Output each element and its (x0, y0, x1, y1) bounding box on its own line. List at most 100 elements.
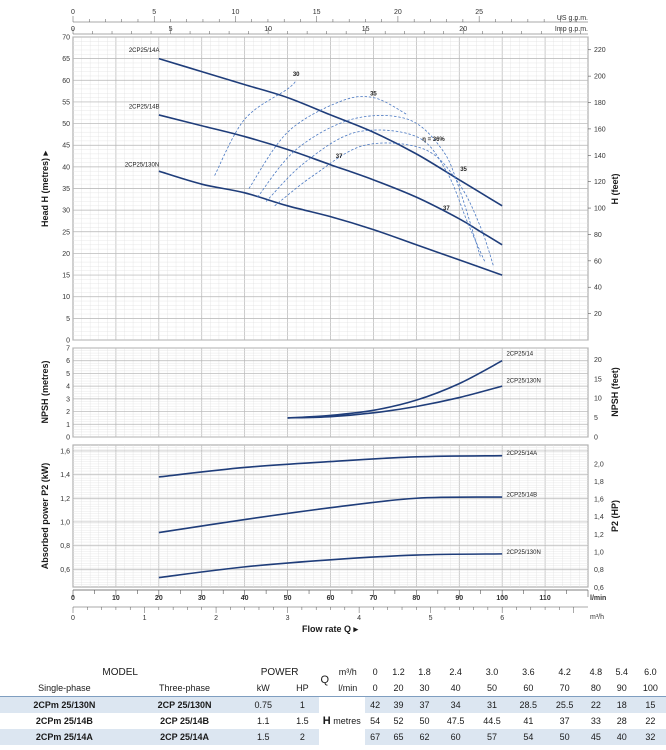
h-unit-cell: H metres (318, 696, 365, 745)
x-tick-label-lmin: 50 (284, 595, 292, 602)
h-cell: 25.5 (546, 696, 583, 713)
kw-header: kW (256, 683, 270, 693)
x-unit-m3h: m³/h (590, 614, 604, 621)
top-tick-label-us: 15 (313, 9, 321, 16)
top-tick-label-imp: 0 (71, 26, 75, 33)
y-right-tick-label: 180 (594, 100, 606, 107)
h-unit: metres (333, 716, 361, 726)
curve-label-p2-130n: 2CP25/130N (506, 550, 540, 556)
efficiency-label: 35 (460, 167, 467, 173)
top-tick-label-us: 0 (71, 9, 75, 16)
top-tick-label-imp: 20 (459, 26, 467, 33)
series-line-2cp25-130n (158, 170, 503, 276)
x-tick-label-m3h: 3 (286, 615, 290, 622)
x-tick-label-m3h: 2 (214, 615, 218, 622)
x-tick-label-lmin: 10 (112, 595, 120, 602)
y-tick-label: 1,0 (60, 519, 70, 526)
q-lmin-cell: 100 (642, 683, 658, 693)
y-right-tick-label: 0 (594, 435, 598, 442)
x-tick-label-m3h: 4 (357, 615, 361, 622)
x-tick-label-lmin: 70 (370, 595, 378, 602)
q-lmin-cell: 80 (590, 683, 601, 693)
y-tick-label: 1 (66, 422, 70, 429)
top-tick-label-us: 5 (152, 9, 156, 16)
top-tick-label-us: 25 (475, 9, 483, 16)
x-tick-label-lmin: 40 (241, 595, 249, 602)
grid-layer (72, 36, 589, 588)
single-phase-header: Single-phase (38, 683, 91, 693)
q-m3h-cell: 0 (372, 667, 378, 677)
y-tick-label: 65 (62, 56, 70, 63)
efficiency-label: 37 (443, 206, 450, 212)
kw-value: 1.1 (240, 713, 287, 729)
y-tick-label: 60 (62, 78, 70, 85)
y-tick-label: 5 (66, 371, 70, 378)
top-tick-label-us: 20 (394, 9, 402, 16)
q-lmin-cell: 50 (486, 683, 497, 693)
curve-label-14b: 2CP25/14B (129, 104, 160, 110)
y-right-tick-label: 220 (594, 47, 606, 54)
h-cell: 39 (385, 696, 412, 713)
table-row: 2CPm 25/130N 2CP 25/130N 0.75 1 H metres… (0, 696, 666, 745)
h-cell: 32 (634, 729, 666, 745)
q-lmin-cell: 70 (559, 683, 570, 693)
q-m3h-cell: 6.0 (644, 667, 657, 677)
y-tick-label: 0 (66, 435, 70, 442)
y-axis-title: NPSH (metres) (40, 360, 50, 423)
y-right-tick-label: 15 (594, 376, 602, 383)
y-tick-label: 30 (62, 208, 70, 215)
single-phase-model: 2CPm 25/14B (0, 713, 129, 729)
q-header: Q (320, 674, 330, 686)
y-tick-label: 1,4 (60, 472, 70, 479)
performance-table: MODEL POWER Q m³/h 0 1.2 1.8 2.4 3.0 3.6… (0, 664, 666, 745)
q-m3h-cell: 4.8 (589, 667, 603, 677)
q-lmin-cell: 0 (372, 683, 378, 693)
y-right-tick-label: 1,2 (594, 532, 604, 539)
h-cell: 52 (385, 713, 412, 729)
y-tick-label: 0 (66, 338, 70, 345)
y-right-tick-label: 0,8 (594, 567, 604, 574)
series-line-2cp25-14a (158, 57, 503, 207)
x-unit-lmin: l/min (590, 595, 606, 602)
top-axis-label-us: US g.p.m. (557, 15, 588, 22)
h-cell: 18 (608, 696, 635, 713)
x-tick-label-lmin: 20 (155, 595, 163, 602)
efficiency-line (257, 115, 482, 258)
y-axis-title: NPSH (feet) (610, 367, 620, 417)
h-cell: 54 (510, 729, 547, 745)
h-header: H (322, 715, 331, 727)
h-cell: 57 (473, 729, 511, 745)
y-axis-title: P2 (HP) (610, 500, 620, 532)
q-m3h-cell: 2.4 (449, 667, 462, 677)
h-cell: 22 (582, 696, 609, 713)
y-axis-title: Head H (metres) ▸ (40, 151, 50, 228)
x-tick-label-m3h: 5 (429, 615, 433, 622)
y-right-tick-label: 2,0 (594, 461, 604, 468)
y-right-tick-label: 0,6 (594, 585, 604, 592)
y-right-tick-label: 20 (594, 311, 602, 318)
top-axis-label-imp: Imp g.p.m. (555, 26, 588, 33)
y-right-tick-label: 20 (594, 357, 602, 364)
table-row: 2CPm 25/14A 2CP 25/14A 1.5 2 67 65 62 60… (0, 729, 666, 745)
x-tick-label-lmin: 0 (71, 595, 75, 602)
h-cell: 31 (473, 696, 511, 713)
x-tick-label-m3h: 0 (71, 615, 75, 622)
y-tick-label: 20 (62, 251, 70, 258)
top-tick-label-imp: 15 (362, 26, 370, 33)
pump-performance-chart: 0510152025303540455055606570012345670,60… (40, 9, 620, 634)
q-m3h-cell: 5.4 (615, 667, 629, 677)
x-tick-label-lmin: 30 (198, 595, 206, 602)
x-tick-label-m3h: 1 (143, 615, 147, 622)
y-right-tick-label: 1,8 (594, 479, 604, 486)
y-tick-label: 70 (62, 35, 70, 42)
y-right-tick-label: 120 (594, 179, 606, 186)
y-tick-label: 40 (62, 164, 70, 171)
q-m3h-cell: 1.2 (392, 667, 405, 677)
y-tick-label: 50 (62, 121, 70, 128)
q-lmin-cell: 20 (393, 683, 404, 693)
y-tick-label: 3 (66, 396, 70, 403)
y-tick-label: 1,2 (60, 496, 70, 503)
curve-layer (158, 57, 503, 579)
three-phase-model: 2CP 25/130N (128, 696, 241, 713)
kw-value: 0.75 (240, 696, 287, 713)
